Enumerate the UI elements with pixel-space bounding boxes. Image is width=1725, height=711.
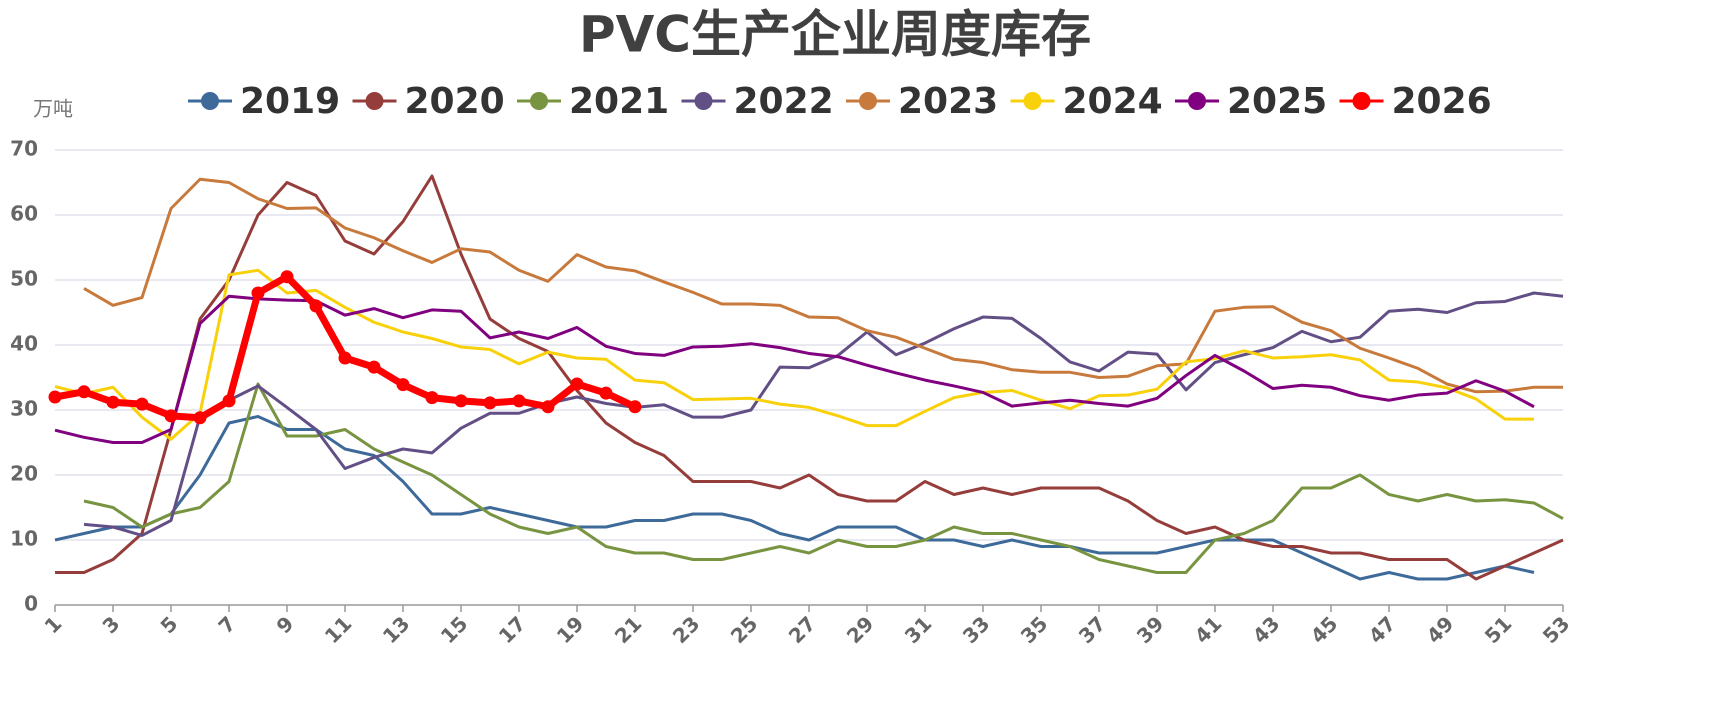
point (570, 377, 584, 391)
x-tick-label: 15 (436, 611, 473, 648)
x-tick-label: 43 (1248, 611, 1285, 648)
y-tick-label: 40 (10, 332, 38, 356)
legend-marker (365, 92, 384, 110)
x-tick-label: 39 (1132, 611, 1169, 648)
point (425, 391, 439, 405)
legend-label: 2025 (1227, 81, 1327, 122)
x-tick-label: 31 (900, 611, 937, 648)
x-tick-label: 1 (40, 611, 67, 638)
point (599, 386, 613, 400)
point (338, 351, 352, 365)
y-tick-label: 0 (24, 592, 38, 616)
point (48, 390, 62, 404)
series-line (83, 291, 1564, 537)
x-tick-label: 49 (1422, 611, 1459, 648)
series-line (55, 174, 1564, 581)
x-tick-label: 11 (320, 611, 357, 648)
series-line (83, 382, 1564, 574)
y-tick-label: 70 (10, 137, 38, 161)
point (541, 400, 555, 414)
point (280, 270, 294, 284)
point (77, 385, 91, 399)
x-tick-label: 45 (1306, 611, 1343, 648)
y-axis-label: 万吨 (33, 97, 73, 121)
x-tick-label: 17 (494, 611, 531, 648)
x-tick-label: 47 (1364, 611, 1401, 648)
point (483, 396, 497, 410)
legend-marker (859, 92, 877, 110)
legend-label: 2019 (240, 81, 340, 122)
x-tick-label: 23 (668, 611, 705, 648)
legend-label: 2020 (405, 81, 505, 122)
x-tick-label: 35 (1016, 611, 1053, 648)
chart-title: PVC生产企业周度库存 (579, 6, 1091, 64)
x-tick-label: 5 (156, 611, 183, 638)
point (222, 394, 236, 408)
x-tick-label: 9 (272, 611, 299, 638)
point (106, 395, 120, 409)
y-tick-label: 60 (10, 202, 38, 226)
x-tick-label: 27 (784, 611, 821, 648)
legend-label: 2022 (734, 81, 834, 122)
legend-label: 2026 (1392, 81, 1492, 122)
series-line (54, 268, 1534, 441)
x-tick-label: 7 (214, 611, 241, 638)
legend-marker (530, 92, 548, 110)
point (309, 299, 323, 313)
legend-label: 2024 (1063, 81, 1163, 122)
x-tick-label: 51 (1480, 611, 1517, 648)
x-tick-label: 25 (726, 611, 763, 648)
point (164, 409, 178, 423)
point (135, 397, 149, 411)
point (251, 286, 265, 300)
legend-marker (1188, 92, 1206, 110)
x-tick-label: 33 (958, 611, 995, 648)
x-tick-label: 37 (1074, 611, 1111, 648)
x-tick-label: 21 (610, 611, 647, 648)
point (512, 394, 526, 408)
legend-marker (694, 92, 713, 110)
series-line (54, 294, 1535, 444)
x-tick-label: 41 (1190, 611, 1227, 648)
y-tick-label: 50 (10, 267, 38, 291)
legend-marker (1023, 92, 1042, 110)
x-tick-label: 13 (378, 611, 415, 648)
point (628, 400, 642, 414)
point (454, 394, 468, 408)
x-tick-label: 29 (842, 611, 879, 648)
x-tick-label: 53 (1538, 611, 1575, 648)
legend-label: 2021 (569, 81, 669, 122)
point (193, 411, 207, 425)
series-line (54, 415, 1535, 581)
point (396, 378, 410, 392)
y-tick-label: 10 (10, 527, 38, 551)
legend-marker (201, 92, 219, 110)
point (367, 360, 381, 374)
series-line (83, 177, 1563, 394)
y-tick-label: 30 (10, 397, 38, 421)
legend-label: 2023 (898, 81, 998, 122)
legend-marker (1352, 92, 1371, 110)
x-tick-label: 19 (552, 611, 589, 648)
x-tick-label: 3 (98, 611, 125, 638)
y-tick-label: 20 (10, 462, 38, 486)
